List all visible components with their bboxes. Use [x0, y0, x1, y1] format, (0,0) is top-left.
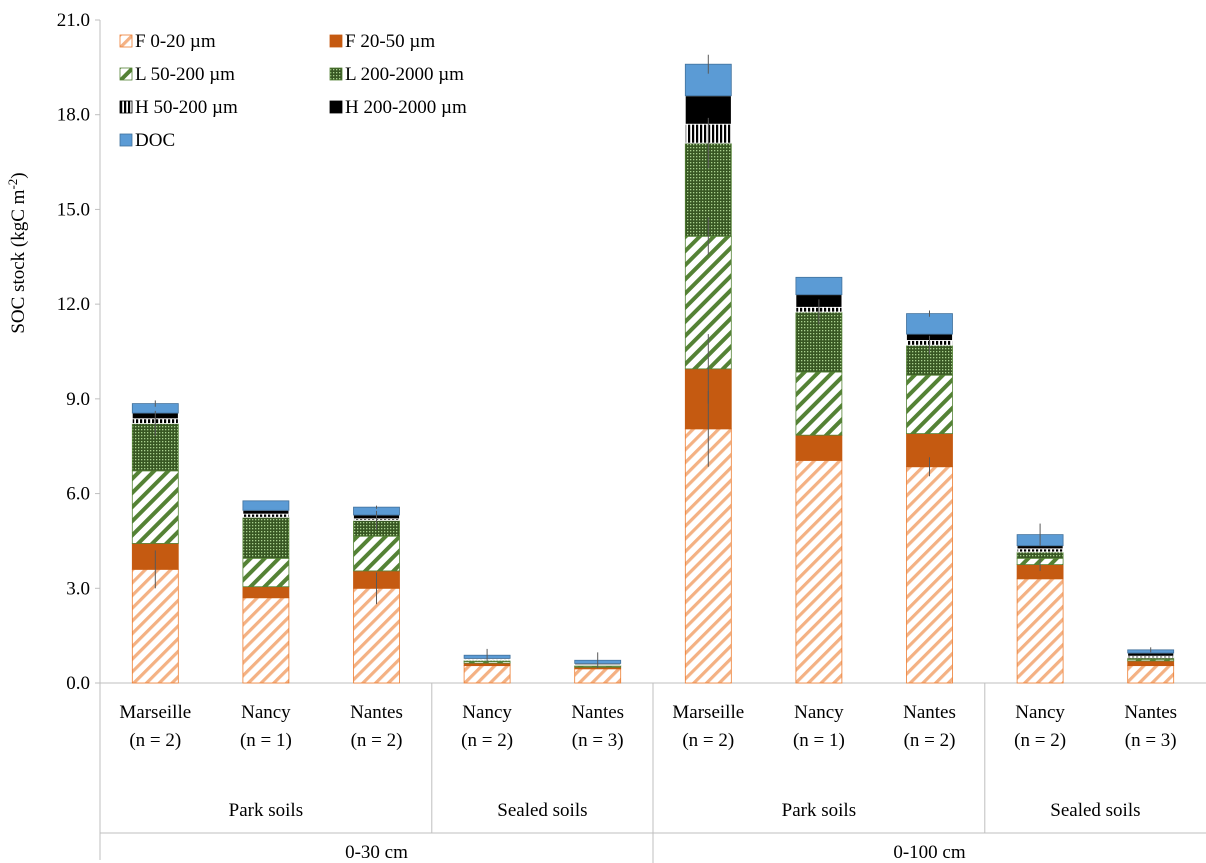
- category-n-label: (n = 2): [129, 730, 181, 751]
- subgroup-label: Sealed soils: [1050, 800, 1140, 821]
- category-label: Nantes: [1124, 702, 1177, 723]
- category-label: Nancy: [462, 702, 512, 723]
- bar-segment: [1127, 652, 1175, 657]
- category-n-label: (n = 3): [1125, 730, 1177, 751]
- bar-segment: [795, 434, 843, 461]
- bar-segment: [1016, 578, 1064, 684]
- legend-swatch: [119, 100, 133, 114]
- legend-label: DOC: [135, 130, 175, 151]
- y-tick-label: 12.0: [57, 294, 90, 315]
- subgroup-label: Sealed soils: [497, 800, 587, 821]
- y-axis-label: SOC stock (kgC m-2): [5, 172, 29, 333]
- bar-segment: [795, 460, 843, 684]
- legend-label: F 20-50 µm: [345, 31, 435, 52]
- error-bars: [154, 54, 1152, 669]
- bar-segment: [684, 428, 732, 684]
- bar-segment: [1127, 665, 1175, 684]
- group-label: 0-30 cm: [345, 842, 408, 863]
- legend-label: L 50-200 µm: [135, 64, 235, 85]
- bar-segment: [1016, 551, 1064, 559]
- bar-segment: [242, 586, 290, 599]
- bars: [131, 63, 1175, 684]
- category-label: Nancy: [1015, 702, 1065, 723]
- bar-segment: [574, 668, 622, 684]
- legend-swatch: [329, 67, 343, 81]
- y-tick-label: 21.0: [57, 10, 90, 31]
- bar-segment: [463, 665, 511, 684]
- bar-segment: [1127, 660, 1175, 667]
- bar-segment: [242, 513, 290, 518]
- bar-segment: [1016, 548, 1064, 553]
- legend-swatch: [119, 133, 133, 147]
- group-label: 0-100 cm: [893, 842, 966, 863]
- category-label: Nancy: [794, 702, 844, 723]
- bar-segment: [906, 466, 953, 684]
- legend-swatch: [119, 67, 133, 81]
- bar-segment: [242, 516, 290, 559]
- y-tick-label: 9.0: [66, 389, 90, 410]
- legend-label: H 50-200 µm: [135, 97, 238, 118]
- category-n-label: (n = 3): [572, 730, 624, 751]
- bar-segment: [1016, 545, 1064, 550]
- category-label: Nantes: [350, 702, 403, 723]
- legend-swatch: [329, 34, 343, 48]
- category-n-label: (n = 2): [461, 730, 513, 751]
- category-label: Nantes: [571, 702, 624, 723]
- y-tick-label: 3.0: [66, 578, 90, 599]
- bar-segment: [131, 470, 179, 544]
- legend-swatch: [119, 34, 133, 48]
- legend-label: H 200-2000 µm: [345, 97, 467, 118]
- bar-segment: [353, 535, 400, 572]
- y-tick-label: 18.0: [57, 105, 90, 126]
- legend-label: F 0-20 µm: [135, 31, 216, 52]
- bar-segment: [906, 374, 953, 434]
- y-tick-label: 6.0: [66, 484, 90, 505]
- legend-swatch: [329, 100, 343, 114]
- y-tick-label: 15.0: [57, 199, 90, 220]
- category-label: Marseille: [119, 702, 191, 723]
- bar-segment: [242, 597, 290, 684]
- bar-segment: [795, 276, 843, 296]
- legend: F 0-20 µm F 20-50 µm L 50-200 µm L 200-2000…: [119, 31, 467, 151]
- category-label: Nancy: [241, 702, 291, 723]
- bar-segment: [795, 371, 843, 436]
- category-n-label: (n = 2): [351, 730, 403, 751]
- y-tick-label: 0.0: [66, 673, 90, 694]
- category-n-label: (n = 1): [793, 730, 845, 751]
- subgroup-label: Park soils: [229, 800, 303, 821]
- category-n-label: (n = 1): [240, 730, 292, 751]
- category-n-label: (n = 2): [1014, 730, 1066, 751]
- category-n-label: (n = 2): [904, 730, 956, 751]
- bar-segment: [242, 509, 290, 515]
- category-label: Marseille: [672, 702, 744, 723]
- subgroup-label: Park soils: [782, 800, 856, 821]
- category-label: Nantes: [903, 702, 956, 723]
- legend-label: L 200-2000 µm: [345, 64, 464, 85]
- category-n-label: (n = 2): [682, 730, 734, 751]
- bar-segment: [242, 557, 290, 588]
- bar-segment: [242, 500, 290, 511]
- x-axis-labels: Marseille (n = 2) Nancy (n = 1) Nantes (n = 2…: [119, 702, 1177, 863]
